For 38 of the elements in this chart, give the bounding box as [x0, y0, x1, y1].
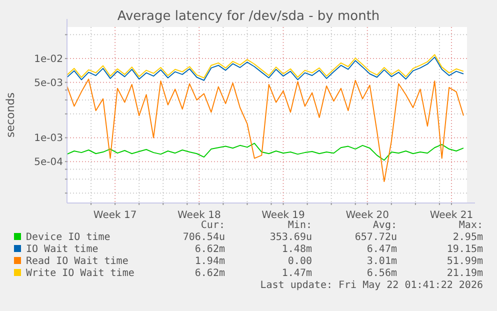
- text: 2.95m: [452, 232, 483, 243]
- y-tick-label: 5e-03: [34, 78, 63, 89]
- text: 353.69u: [270, 232, 312, 243]
- text: 0.00: [288, 256, 312, 267]
- text: 6.62m: [194, 244, 225, 255]
- legend-label: IO Wait time: [26, 244, 98, 255]
- text: 6.47m: [366, 244, 397, 255]
- x-tick-label: Week 18: [178, 210, 221, 221]
- text: Last update: Fri May 22 01:41:22 2026: [260, 280, 483, 291]
- line-series: [67, 142, 464, 161]
- text: 1.47m: [282, 268, 312, 279]
- x-tick-label: Week 20: [346, 210, 390, 221]
- text: 51.99m: [446, 256, 483, 267]
- text: 21.19m: [446, 268, 483, 279]
- x-tick-label: Week 21: [430, 210, 474, 221]
- text: Min:: [288, 220, 312, 231]
- text: Max:: [458, 220, 483, 231]
- x-tick-label: Week 17: [93, 210, 137, 221]
- text: 6.56m: [366, 268, 397, 279]
- legend-label: Device IO time: [26, 232, 110, 243]
- y-tick-label: 1e-02: [34, 54, 63, 66]
- text: 1.94m: [194, 256, 225, 267]
- text: Cur:: [200, 220, 225, 231]
- y-axis-title: seconds: [4, 92, 17, 138]
- y-tick-label: 5e-04: [34, 157, 63, 168]
- legend-label: Write IO Wait time: [26, 268, 134, 279]
- text: 19.15m: [446, 244, 483, 255]
- text: 657.72u: [354, 232, 397, 243]
- x-tick-label: Week 19: [262, 210, 305, 221]
- text: 1.48m: [282, 244, 312, 255]
- chart-title: Average latency for /dev/sda - by month: [117, 9, 380, 24]
- y-tick-label: 1e-03: [34, 133, 63, 144]
- text: 6.62m: [194, 268, 225, 279]
- legend-label: Read IO Wait time: [26, 256, 128, 267]
- text: 706.54u: [182, 232, 225, 243]
- text: 3.01m: [366, 256, 397, 267]
- line-series: [67, 78, 464, 182]
- text: Avg:: [372, 220, 397, 231]
